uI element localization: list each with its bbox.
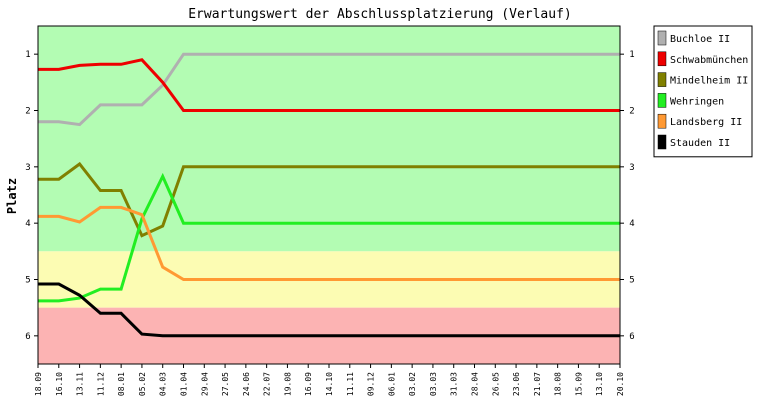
y-tick-label-right-1: 2 xyxy=(629,107,634,117)
x-tick-label-24: 21.07 xyxy=(533,372,542,396)
x-tick-label-27: 13.10 xyxy=(595,372,604,396)
x-tick-label-14: 14.10 xyxy=(325,372,334,396)
series-line-3 xyxy=(38,172,620,303)
band-0 xyxy=(38,26,620,252)
x-tick-label-10: 24.06 xyxy=(242,372,251,396)
legend-swatch-1 xyxy=(657,51,667,67)
y-tick-label-left-1: 2 xyxy=(25,107,30,117)
series-line-5 xyxy=(38,282,620,338)
y-tick-label-right-2: 3 xyxy=(629,163,634,173)
x-tick-label-5: 05.02 xyxy=(138,372,147,396)
legend-box xyxy=(653,25,753,158)
x-tick-label-18: 03.02 xyxy=(408,372,417,396)
legend-label-1: Schwabmünchen xyxy=(670,55,748,66)
legend-swatch-2 xyxy=(657,72,667,87)
x-tick-label-26: 15.09 xyxy=(574,372,583,396)
x-tick-label-8: 29.04 xyxy=(200,372,209,396)
legend-label-4: Landsberg II xyxy=(670,117,742,128)
x-tick-label-12: 19.08 xyxy=(283,372,292,396)
y-tick-label-right-0: 1 xyxy=(629,50,634,60)
y-tick-label-right-5: 6 xyxy=(629,332,634,342)
chart-title: Erwartungswert der Abschlussplatzierung … xyxy=(188,7,572,22)
x-tick-label-22: 26.05 xyxy=(491,372,500,396)
x-tick-label-7: 01.04 xyxy=(180,372,189,396)
x-tick-label-16: 09.12 xyxy=(367,372,376,396)
legend-swatch-3 xyxy=(657,93,667,108)
legend-swatch-0 xyxy=(657,30,667,46)
series-line-2 xyxy=(38,161,620,238)
legend-swatch-4 xyxy=(657,113,667,129)
background-bands xyxy=(38,26,620,364)
x-tick-label-15: 11.11 xyxy=(346,372,355,396)
x-tick-label-13: 16.09 xyxy=(304,372,313,396)
series-line-4 xyxy=(38,205,620,281)
legend-label-3: Wehringen xyxy=(670,96,724,107)
x-tick-label-19: 03.03 xyxy=(429,372,438,396)
x-tick-label-9: 27.05 xyxy=(221,372,230,396)
x-tick-label-17: 06.01 xyxy=(387,372,396,396)
x-tick-label-21: 28.04 xyxy=(471,372,480,396)
series-line-0 xyxy=(38,52,620,127)
y-tick-label-left-2: 3 xyxy=(25,163,30,173)
legend-label-2: Mindelheim II xyxy=(670,76,748,87)
x-tick-label-6: 04.03 xyxy=(159,372,168,396)
y-tick-label-left-4: 5 xyxy=(25,276,30,286)
legend-label-5: Stauden II xyxy=(670,138,730,149)
x-tick-label-28: 20.10 xyxy=(616,372,625,396)
legend-swatch-5 xyxy=(657,134,667,150)
x-tick-label-25: 18.08 xyxy=(554,372,563,396)
legend-label-0: Buchloe II xyxy=(670,34,730,45)
legend: Buchloe II Schwabmünchen Mindelheim II Wehr… xyxy=(653,25,753,158)
series-line-1 xyxy=(38,58,620,112)
x-tick-label-1: 16.10 xyxy=(55,372,64,396)
y-tick-label-left-3: 4 xyxy=(25,219,30,229)
x-tick-label-11: 22.07 xyxy=(263,372,272,396)
x-tick-label-4: 08.01 xyxy=(117,372,126,396)
x-tick-label-0: 18.09 xyxy=(34,372,43,396)
y-tick-label-left-5: 6 xyxy=(25,332,30,342)
x-tick-label-20: 31.03 xyxy=(450,372,459,396)
x-tick-label-3: 11.12 xyxy=(96,372,105,396)
x-ticks: 18.09 16.10 13.11 11.12 08.01 05.02 04.03 01.04… xyxy=(34,364,625,396)
x-tick-label-23: 23.06 xyxy=(512,372,521,396)
series-lines xyxy=(38,52,620,338)
x-tick-label-2: 13.11 xyxy=(76,372,85,396)
y-ticks: 1 1 2 2 3 3 4 4 5 5 6 6 xyxy=(25,50,634,342)
y-tick-label-left-0: 1 xyxy=(25,50,30,60)
y-tick-label-right-4: 5 xyxy=(629,276,634,286)
y-tick-label-right-3: 4 xyxy=(629,219,634,229)
y-axis-label: Platz xyxy=(5,178,19,214)
